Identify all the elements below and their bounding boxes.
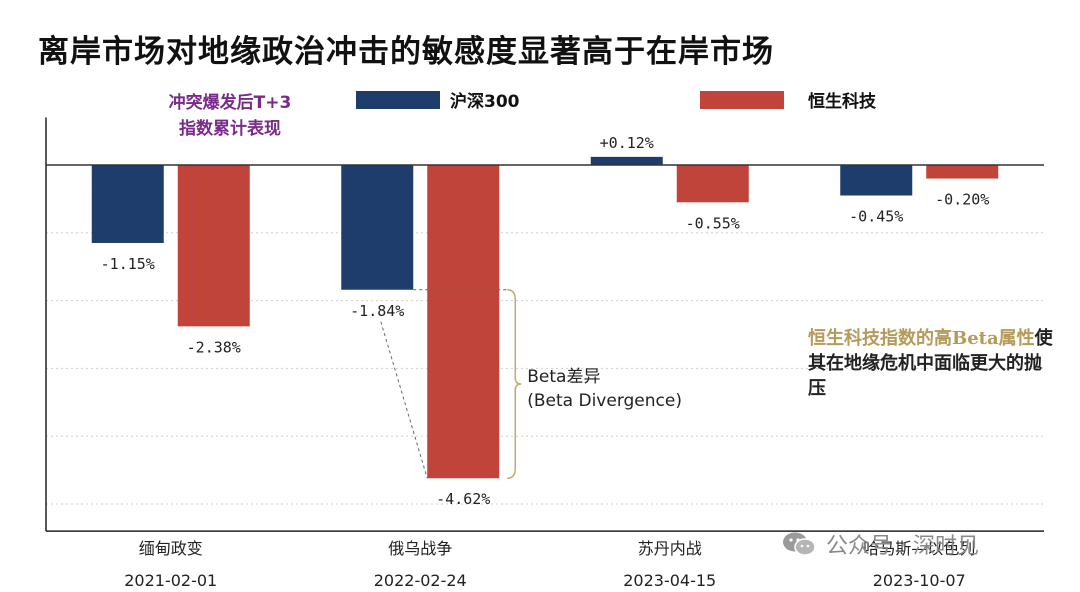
x-tick-label: 俄乌战争 <box>388 539 452 558</box>
divergence-bracket <box>507 289 522 479</box>
data-label: -4.62% <box>436 490 490 508</box>
data-label: -0.45% <box>849 208 903 226</box>
x-tick-label: 哈马斯—以色列 <box>863 539 975 558</box>
data-label: -0.20% <box>935 191 989 209</box>
annotation-text: 恒生科技指数的高Beta属性使其在地缘危机中面临更大的抛压 <box>808 326 1053 401</box>
watermark-text: 公众号 · 深时见 <box>826 534 979 559</box>
x-tick-date: 2023-04-15 <box>623 571 716 590</box>
bar-csi300 <box>91 165 164 243</box>
divergence-label-2: (Beta Divergence) <box>527 391 682 411</box>
x-tick-label: 苏丹内战 <box>638 539 702 558</box>
annotation-highlight: 恒生科技指数的高Beta属性 <box>808 328 1035 349</box>
watermark: 公众号 · 深时见 <box>782 528 979 560</box>
x-tick-date: 2022-02-24 <box>374 571 467 590</box>
legend-swatch-hstech <box>700 90 784 109</box>
bar-csi300 <box>590 156 663 165</box>
x-tick-date: 2021-02-01 <box>124 571 217 590</box>
legend-item-csi300: 沪深300 <box>356 87 520 112</box>
subtitle-line-1: 冲突爆发后T+3 <box>168 93 292 113</box>
bar-hstech <box>926 165 999 179</box>
bar-hstech <box>676 165 749 203</box>
data-label: -1.15% <box>101 255 155 273</box>
data-label: -2.38% <box>187 338 241 356</box>
subtitle-line-2: 指数累计表现 <box>179 119 281 139</box>
x-tick-label: 缅甸政变 <box>139 539 203 558</box>
annotation-rest: 使其在地缘危机中面临更大的抛压 <box>808 328 1053 399</box>
legend-item-hstech: 恒生科技 <box>700 87 876 112</box>
x-tick-date: 2023-10-07 <box>873 571 966 590</box>
wechat-icon <box>783 532 816 556</box>
bar-hstech <box>427 165 500 479</box>
data-label: -1.84% <box>350 302 404 320</box>
bar-hstech <box>177 165 250 327</box>
legend-label-hstech: 恒生科技 <box>808 92 876 112</box>
bar-csi300 <box>840 165 913 196</box>
data-label: +0.12% <box>600 134 654 152</box>
bar-csi300 <box>341 165 414 290</box>
chart-subtitle: 冲突爆发后T+3 指数累计表现 <box>150 90 310 142</box>
legend-label-csi300: 沪深300 <box>450 92 520 112</box>
data-label: -0.55% <box>686 214 740 232</box>
divergence-label-1: Beta差异 <box>527 367 600 387</box>
chart-title: 离岸市场对地缘政治冲击的敏感度显著高于在岸市场 <box>38 34 774 70</box>
divergence-connector <box>380 321 428 479</box>
legend-swatch-csi300 <box>356 90 440 109</box>
